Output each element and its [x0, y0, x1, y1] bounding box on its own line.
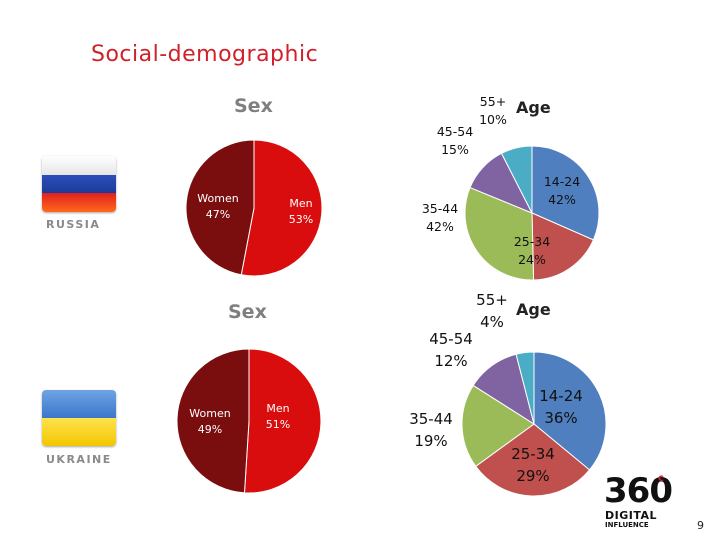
logo-superscript: c [658, 473, 664, 484]
slice-value-label-russia-age-14-24: 42% [548, 192, 576, 207]
chart-title-age-russia: Age [516, 98, 551, 117]
slice-value-label-ukraine-age-25-34: 29% [516, 467, 549, 485]
slice-category-label-ukraine-age-25-34: 25-34 [511, 445, 555, 463]
slice-category-label-russia-sex-women: Women [197, 192, 238, 205]
slice-value-label-ukraine-age-55-: 4% [480, 313, 504, 331]
slice-category-label-ukraine-sex-men: Men [266, 402, 289, 415]
slice-value-label-russia-age-45-54: 15% [441, 142, 469, 157]
slice-category-label-ukraine-age-55-: 55+ [476, 291, 508, 309]
pie-slice-russia-sex-women [185, 139, 255, 276]
slice-value-label-ukraine-age-14-24: 36% [544, 409, 577, 427]
slice-value-label-russia-age-25-34: 24% [518, 252, 546, 267]
slice-value-label-russia-sex-women: 47% [206, 208, 230, 221]
chart-title-age-ukraine: Age [516, 300, 551, 319]
slice-category-label-russia-age-25-34: 25-34 [514, 234, 550, 249]
logo-line-digital: DIGITAL [605, 509, 658, 522]
slice-value-label-ukraine-age-45-54: 12% [434, 352, 467, 370]
page-number: 9 [697, 519, 704, 532]
page-title: Social-demographic [91, 42, 319, 67]
russia-flag [42, 156, 116, 212]
slice-category-label-ukraine-age-14-24: 14-24 [539, 387, 583, 405]
pie-slice-ukraine-sex-men [243, 348, 322, 494]
slice-category-label-russia-sex-men: Men [289, 197, 312, 210]
slice-category-label-russia-age-35-44: 35-44 [422, 201, 458, 216]
pie-slice-russia-age-14-24 [531, 145, 600, 241]
slice-value-label-ukraine-sex-men: 51% [266, 418, 290, 431]
country-label-russia: RUSSIA [46, 218, 101, 231]
slice-category-label-ukraine-sex-women: Women [189, 407, 230, 420]
slice-value-label-russia-sex-men: 53% [289, 213, 313, 226]
pie-slice-ukraine-age-14-24 [533, 351, 607, 471]
slice-value-label-russia-age-35-44: 42% [426, 219, 454, 234]
pie-slice-russia-age-35-44 [464, 186, 535, 281]
chart-title-sex-ukraine: Sex [228, 301, 267, 323]
slice-category-label-ukraine-age-35-44: 35-44 [409, 410, 453, 428]
digital-influence-logo: 360 c DIGITAL INFLUENCE [604, 471, 674, 529]
slice-value-label-ukraine-sex-women: 49% [198, 423, 222, 436]
pie-slice-ukraine-age-25-34 [475, 423, 591, 497]
ukraine-flag [42, 390, 116, 446]
slice-category-label-russia-age-45-54: 45-54 [437, 124, 473, 139]
logo-number: 360 [604, 471, 673, 511]
pie-slice-ukraine-sex-women [176, 348, 250, 494]
pie-slice-russia-age-55- [500, 145, 533, 214]
chart-title-sex-russia: Sex [234, 95, 273, 117]
slice-category-label-ukraine-age-45-54: 45-54 [429, 330, 473, 348]
pie-slice-ukraine-age-35-44 [461, 384, 535, 468]
pie-slice-ukraine-age-55- [515, 351, 535, 425]
slice-category-label-russia-age-14-24: 14-24 [544, 174, 580, 189]
country-label-ukraine: UKRAINE [46, 453, 112, 466]
slice-value-label-ukraine-age-35-44: 19% [414, 432, 447, 450]
slice-value-label-russia-age-55-: 10% [479, 112, 507, 127]
pie-slice-russia-sex-men [240, 139, 323, 277]
slice-category-label-russia-age-55-: 55+ [480, 94, 506, 109]
pie-slice-russia-age-25-34 [531, 212, 595, 281]
logo-line-influence: INFLUENCE [605, 521, 649, 529]
